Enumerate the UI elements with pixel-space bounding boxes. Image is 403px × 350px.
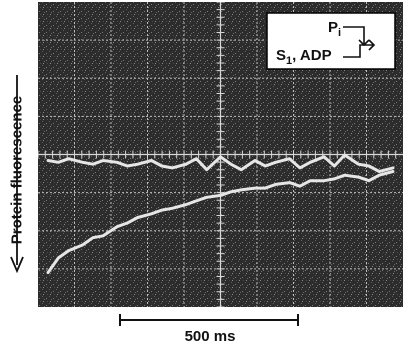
legend: Pi S1, ADP	[266, 12, 396, 70]
down-arrow-icon	[10, 75, 24, 274]
legend-box	[266, 12, 396, 70]
trace-line-1	[46, 153, 395, 173]
oscilloscope-chart: Pi S1, ADP	[38, 2, 403, 307]
traces	[46, 153, 395, 275]
scale-bar-line	[119, 314, 299, 326]
legend-label-2: S1, ADP	[276, 47, 332, 67]
scale-bar-label: 500 ms	[184, 328, 236, 345]
y-axis-label: Protein fluorescence	[8, 95, 26, 245]
grid	[38, 2, 403, 307]
trace-line-2	[46, 170, 395, 275]
legend-label-1: Pi	[328, 19, 341, 39]
legend-arrow-2	[343, 39, 376, 58]
y-axis: Protein fluorescence	[0, 30, 34, 280]
time-scale-bar: 500 ms	[110, 312, 310, 348]
